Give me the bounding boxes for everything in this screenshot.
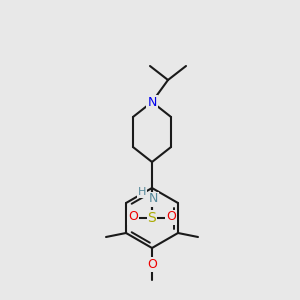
Text: S: S (148, 211, 156, 225)
Text: N: N (147, 95, 157, 109)
Text: O: O (147, 257, 157, 271)
Text: H: H (138, 187, 146, 197)
Text: O: O (128, 211, 138, 224)
Text: O: O (166, 211, 176, 224)
Text: N: N (148, 193, 158, 206)
